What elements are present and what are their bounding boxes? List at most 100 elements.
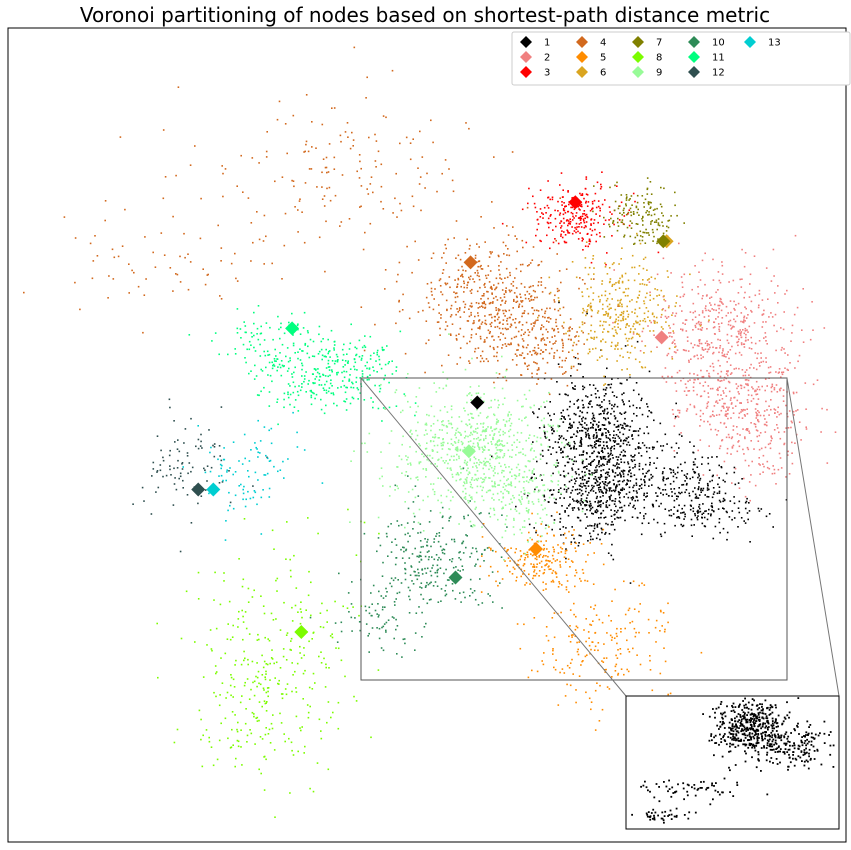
node-point bbox=[657, 222, 660, 224]
node-point bbox=[689, 477, 691, 480]
node-point bbox=[505, 485, 507, 487]
node-point bbox=[417, 421, 419, 424]
node-point bbox=[737, 507, 740, 509]
node-point bbox=[770, 386, 773, 389]
node-point bbox=[625, 425, 627, 427]
node-point bbox=[644, 296, 647, 299]
node-point bbox=[513, 292, 516, 294]
node-point bbox=[469, 278, 471, 281]
node-point bbox=[687, 350, 690, 352]
node-point bbox=[491, 430, 494, 432]
node-point bbox=[612, 489, 615, 492]
node-point bbox=[718, 351, 720, 354]
node-point bbox=[718, 330, 721, 332]
node-point bbox=[502, 333, 504, 336]
node-point bbox=[756, 403, 759, 406]
node-point bbox=[663, 522, 666, 525]
node-point bbox=[523, 563, 526, 565]
node-point bbox=[486, 336, 488, 339]
node-point bbox=[483, 284, 485, 286]
node-point bbox=[549, 198, 551, 201]
node-point bbox=[497, 440, 499, 442]
node-point bbox=[745, 307, 747, 310]
node-point bbox=[572, 388, 575, 390]
node-point bbox=[569, 318, 572, 320]
node-point bbox=[646, 492, 648, 494]
node-point bbox=[568, 203, 570, 206]
node-point bbox=[537, 310, 540, 312]
node-point bbox=[615, 313, 617, 316]
node-point bbox=[740, 409, 743, 411]
node-point bbox=[397, 273, 399, 276]
node-point bbox=[535, 351, 537, 354]
node-point bbox=[458, 523, 460, 525]
node-point bbox=[516, 623, 519, 625]
node-point bbox=[646, 470, 649, 473]
node-point bbox=[587, 428, 589, 430]
node-point bbox=[574, 628, 577, 631]
node-point bbox=[664, 489, 667, 491]
node-point bbox=[263, 263, 265, 265]
node-point bbox=[693, 470, 695, 473]
node-point bbox=[663, 647, 665, 649]
node-point bbox=[227, 737, 229, 740]
node-point bbox=[605, 522, 607, 525]
node-point bbox=[438, 279, 441, 282]
node-point bbox=[650, 411, 653, 414]
node-point bbox=[688, 495, 691, 497]
node-point bbox=[692, 311, 695, 314]
node-point bbox=[628, 466, 631, 469]
node-point bbox=[643, 300, 645, 302]
node-point bbox=[585, 428, 587, 430]
node-point bbox=[434, 436, 437, 438]
node-point bbox=[592, 416, 595, 418]
node-point bbox=[481, 481, 483, 484]
node-point bbox=[563, 231, 565, 233]
node-point bbox=[548, 560, 551, 563]
node-point bbox=[589, 524, 591, 527]
node-point bbox=[617, 323, 619, 325]
node-point bbox=[587, 333, 590, 335]
node-point bbox=[647, 214, 649, 216]
node-point bbox=[603, 444, 605, 447]
node-point bbox=[542, 213, 544, 215]
node-point bbox=[577, 544, 580, 547]
node-point bbox=[627, 211, 630, 214]
node-point bbox=[638, 462, 641, 465]
node-point bbox=[514, 353, 517, 355]
node-point bbox=[549, 446, 551, 448]
node-point bbox=[727, 433, 730, 436]
node-point bbox=[672, 332, 675, 334]
node-point bbox=[631, 254, 634, 257]
node-point bbox=[595, 497, 598, 500]
node-point bbox=[291, 606, 293, 609]
node-point bbox=[754, 352, 757, 354]
node-point bbox=[602, 463, 604, 465]
node-point bbox=[610, 452, 612, 455]
node-point bbox=[644, 366, 647, 369]
node-point bbox=[639, 283, 641, 285]
node-point bbox=[524, 294, 526, 296]
node-point bbox=[664, 508, 667, 510]
node-point bbox=[586, 311, 588, 313]
node-point bbox=[529, 583, 531, 585]
node-point bbox=[587, 433, 590, 435]
node-point bbox=[699, 409, 702, 412]
node-point bbox=[722, 479, 725, 482]
node-point bbox=[728, 281, 730, 283]
node-point bbox=[580, 438, 583, 441]
node-point bbox=[563, 202, 565, 204]
node-point bbox=[415, 411, 418, 413]
node-point bbox=[593, 485, 595, 488]
node-point bbox=[372, 191, 374, 194]
node-point bbox=[555, 576, 558, 578]
node-point bbox=[374, 160, 377, 162]
node-point bbox=[247, 663, 249, 666]
node-point bbox=[498, 440, 501, 442]
node-point bbox=[527, 500, 530, 502]
node-point bbox=[569, 427, 572, 429]
node-point bbox=[482, 294, 485, 297]
node-point bbox=[700, 491, 702, 493]
node-point bbox=[562, 421, 565, 423]
node-point bbox=[183, 232, 185, 235]
